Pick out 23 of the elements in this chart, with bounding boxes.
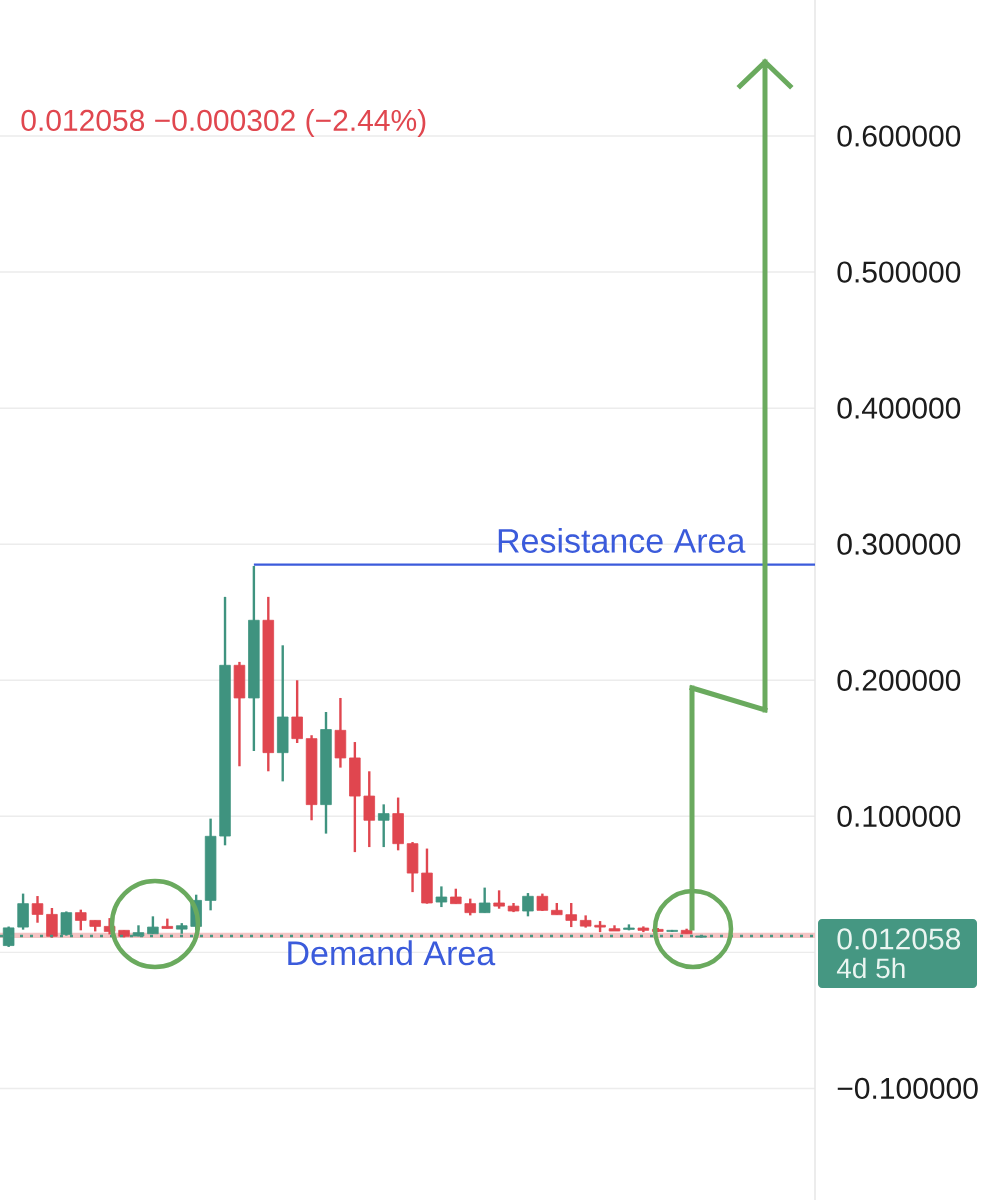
y-tick-label: 0.600000 xyxy=(837,125,961,147)
candlestick xyxy=(46,906,58,939)
y-tick-label: 0.400000 xyxy=(837,397,961,419)
candlestick xyxy=(522,891,534,918)
y-tick-label: 0.500000 xyxy=(837,261,961,283)
y-tick-label: 0.300000 xyxy=(837,533,961,555)
ref-line-label: Resistance Area xyxy=(498,527,746,553)
candlestick xyxy=(565,901,577,929)
text: 0.012058 −0.000302 (−2.44%) xyxy=(21,109,426,137)
candlestick xyxy=(435,885,448,909)
y-tick-label: 0.200000 xyxy=(837,669,961,691)
candlestick xyxy=(291,679,303,745)
band-label: Demand Area xyxy=(288,940,496,966)
candlestick xyxy=(478,886,491,914)
candlestick xyxy=(75,908,87,932)
candlestick xyxy=(493,889,505,910)
y-tick-label: −0.100000 xyxy=(837,1077,978,1100)
text: 4d 5h xyxy=(836,957,905,979)
candlestick xyxy=(31,894,44,924)
candlestick xyxy=(377,803,390,849)
ref-line-label: 0.012058 xyxy=(837,928,961,950)
y-tick-label: 0.100000 xyxy=(837,805,961,827)
candlestick xyxy=(17,892,29,931)
